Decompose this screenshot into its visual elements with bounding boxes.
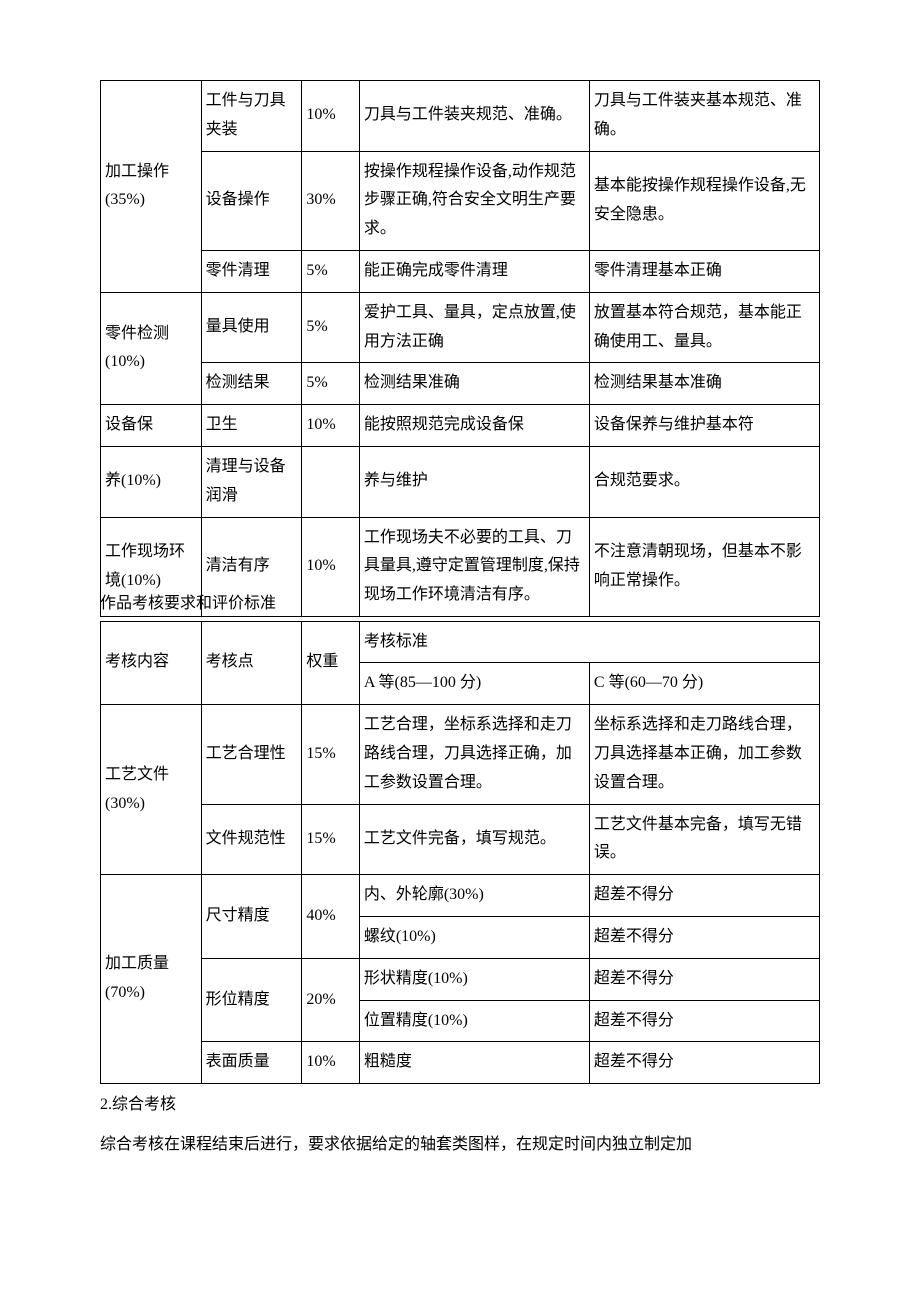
weight-cell: 5% bbox=[302, 292, 360, 363]
header-standard: 考核标准 bbox=[359, 621, 819, 663]
table-row: 零件清理 5% 能正确完成零件清理 零件清理基本正确 bbox=[101, 250, 820, 292]
standard-c-cell: 基本能按操作规程操作设备,无安全隐患。 bbox=[589, 151, 819, 250]
point-cell: 卫生 bbox=[201, 405, 302, 447]
header-grade-a: A 等(85—100 分) bbox=[359, 663, 589, 705]
table-row: 养(10%) 清理与设备润滑 养与维护 合规范要求。 bbox=[101, 446, 820, 517]
table-row: 零件检测 (10%) 量具使用 5% 爱护工具、量具，定点放置,使用方法正确 放… bbox=[101, 292, 820, 363]
point-cell: 形位精度 bbox=[201, 958, 302, 1042]
standard-a-cell: 按操作规程操作设备,动作规范步骤正确,符合安全文明生产要求。 bbox=[359, 151, 589, 250]
product-assessment-table: 考核内容 考核点 权重 考核标准 A 等(85—100 分) C 等(60—70… bbox=[100, 621, 820, 1085]
standard-c-cell: 放置基本符合规范，基本能正确使用工、量具。 bbox=[589, 292, 819, 363]
standard-a-cell: 能按照规范完成设备保 bbox=[359, 405, 589, 447]
category-cell: 养(10%) bbox=[101, 446, 202, 517]
category-cell: 工艺文件 (30%) bbox=[101, 705, 202, 875]
weight-cell: 20% bbox=[302, 958, 360, 1042]
table-row: 加工质量 (70%) 尺寸精度 40% 内、外轮廓(30%) 超差不得分 bbox=[101, 875, 820, 917]
header-grade-c: C 等(60—70 分) bbox=[589, 663, 819, 705]
subitem-cell: 形状精度(10%) bbox=[359, 958, 589, 1000]
standard-c-cell: 检测结果基本准确 bbox=[589, 363, 819, 405]
point-cell: 文件规范性 bbox=[201, 804, 302, 875]
table-row: 文件规范性 15% 工艺文件完备，填写规范。 工艺文件基本完备，填写无错误。 bbox=[101, 804, 820, 875]
point-cell: 设备操作 bbox=[201, 151, 302, 250]
category-name: 加工质量 bbox=[105, 950, 197, 979]
point-cell: 量具使用 bbox=[201, 292, 302, 363]
category-note: (30%) bbox=[105, 790, 197, 819]
remark-cell: 超差不得分 bbox=[589, 916, 819, 958]
subitem-cell: 内、外轮廓(30%) bbox=[359, 875, 589, 917]
point-cell: 零件清理 bbox=[201, 250, 302, 292]
standard-a-cell: 刀具与工件装夹规范、准确。 bbox=[359, 81, 589, 152]
header-category: 考核内容 bbox=[101, 621, 202, 705]
point-cell: 尺寸精度 bbox=[201, 875, 302, 959]
standard-a-cell: 检测结果准确 bbox=[359, 363, 589, 405]
standard-c-cell: 刀具与工件装夹基本规范、准确。 bbox=[589, 81, 819, 152]
weight-cell: 40% bbox=[302, 875, 360, 959]
category-cell: 零件检测 (10%) bbox=[101, 292, 202, 404]
subitem-cell: 螺纹(10%) bbox=[359, 916, 589, 958]
standard-a-cell: 能正确完成零件清理 bbox=[359, 250, 589, 292]
category-cell: 设备保 bbox=[101, 405, 202, 447]
table-row: 形位精度 20% 形状精度(10%) 超差不得分 bbox=[101, 958, 820, 1000]
point-cell: 检测结果 bbox=[201, 363, 302, 405]
table-row: 工艺文件 (30%) 工艺合理性 15% 工艺合理，坐标系选择和走刀路线合理，刀… bbox=[101, 705, 820, 804]
table-header-row: 考核内容 考核点 权重 考核标准 bbox=[101, 621, 820, 663]
standard-a-cell: 养与维护 bbox=[359, 446, 589, 517]
remark-cell: 超差不得分 bbox=[589, 1000, 819, 1042]
table-row: 表面质量 10% 粗糙度 超差不得分 bbox=[101, 1042, 820, 1084]
weight-cell: 15% bbox=[302, 804, 360, 875]
standard-c-cell: 合规范要求。 bbox=[589, 446, 819, 517]
remark-cell: 超差不得分 bbox=[589, 875, 819, 917]
remark-cell: 超差不得分 bbox=[589, 958, 819, 1000]
standard-a-cell: 工艺合理，坐标系选择和走刀路线合理，刀具选择正确，加工参数设置合理。 bbox=[359, 705, 589, 804]
weight-cell: 30% bbox=[302, 151, 360, 250]
weight-cell: 5% bbox=[302, 250, 360, 292]
point-cell: 工件与刀具夹装 bbox=[201, 81, 302, 152]
subitem-cell: 粗糙度 bbox=[359, 1042, 589, 1084]
section-title-2: 2.综合考核 bbox=[100, 1092, 820, 1118]
weight-cell: 10% bbox=[302, 405, 360, 447]
weight-cell: 10% bbox=[302, 1042, 360, 1084]
header-point: 考核点 bbox=[201, 621, 302, 705]
table-row: 设备保 卫生 10% 能按照规范完成设备保 设备保养与维护基本符 bbox=[101, 405, 820, 447]
subitem-cell: 位置精度(10%) bbox=[359, 1000, 589, 1042]
standard-a-cell: 工艺文件完备，填写规范。 bbox=[359, 804, 589, 875]
weight-cell: 5% bbox=[302, 363, 360, 405]
category-note: (10%) bbox=[105, 348, 197, 377]
standard-c-cell: 设备保养与维护基本符 bbox=[589, 405, 819, 447]
point-cell: 表面质量 bbox=[201, 1042, 302, 1084]
point-cell: 工艺合理性 bbox=[201, 705, 302, 804]
category-name: 工艺文件 bbox=[105, 761, 197, 790]
category-cell: 加工操作 (35%) bbox=[101, 81, 202, 293]
standard-c-cell: 坐标系选择和走刀路线合理，刀具选择基本正确，加工参数设置合理。 bbox=[589, 705, 819, 804]
header-weight: 权重 bbox=[302, 621, 360, 705]
weight-cell bbox=[302, 446, 360, 517]
process-assessment-table: 加工操作 (35%) 工件与刀具夹装 10% 刀具与工件装夹规范、准确。 刀具与… bbox=[100, 80, 820, 617]
body-paragraph: 综合考核在课程结束后进行，要求依据给定的轴套类图样，在规定时间内独立制定加 bbox=[100, 1130, 820, 1160]
standard-a-cell: 爱护工具、量具，定点放置,使用方法正确 bbox=[359, 292, 589, 363]
table-row: 加工操作 (35%) 工件与刀具夹装 10% 刀具与工件装夹规范、准确。 刀具与… bbox=[101, 81, 820, 152]
standard-c-cell: 工艺文件基本完备，填写无错误。 bbox=[589, 804, 819, 875]
weight-cell: 15% bbox=[302, 705, 360, 804]
standard-c-cell: 零件清理基本正确 bbox=[589, 250, 819, 292]
category-note: (35%) bbox=[105, 186, 197, 215]
table-row: 设备操作 30% 按操作规程操作设备,动作规范步骤正确,符合安全文明生产要求。 … bbox=[101, 151, 820, 250]
category-note: (70%) bbox=[105, 979, 197, 1008]
category-cell: 加工质量 (70%) bbox=[101, 875, 202, 1084]
category-name: 零件检测 bbox=[105, 320, 197, 349]
category-name: 加工操作 bbox=[105, 158, 197, 187]
table-row: 检测结果 5% 检测结果准确 检测结果基本准确 bbox=[101, 363, 820, 405]
weight-cell: 10% bbox=[302, 81, 360, 152]
point-cell: 清理与设备润滑 bbox=[201, 446, 302, 517]
remark-cell: 超差不得分 bbox=[589, 1042, 819, 1084]
